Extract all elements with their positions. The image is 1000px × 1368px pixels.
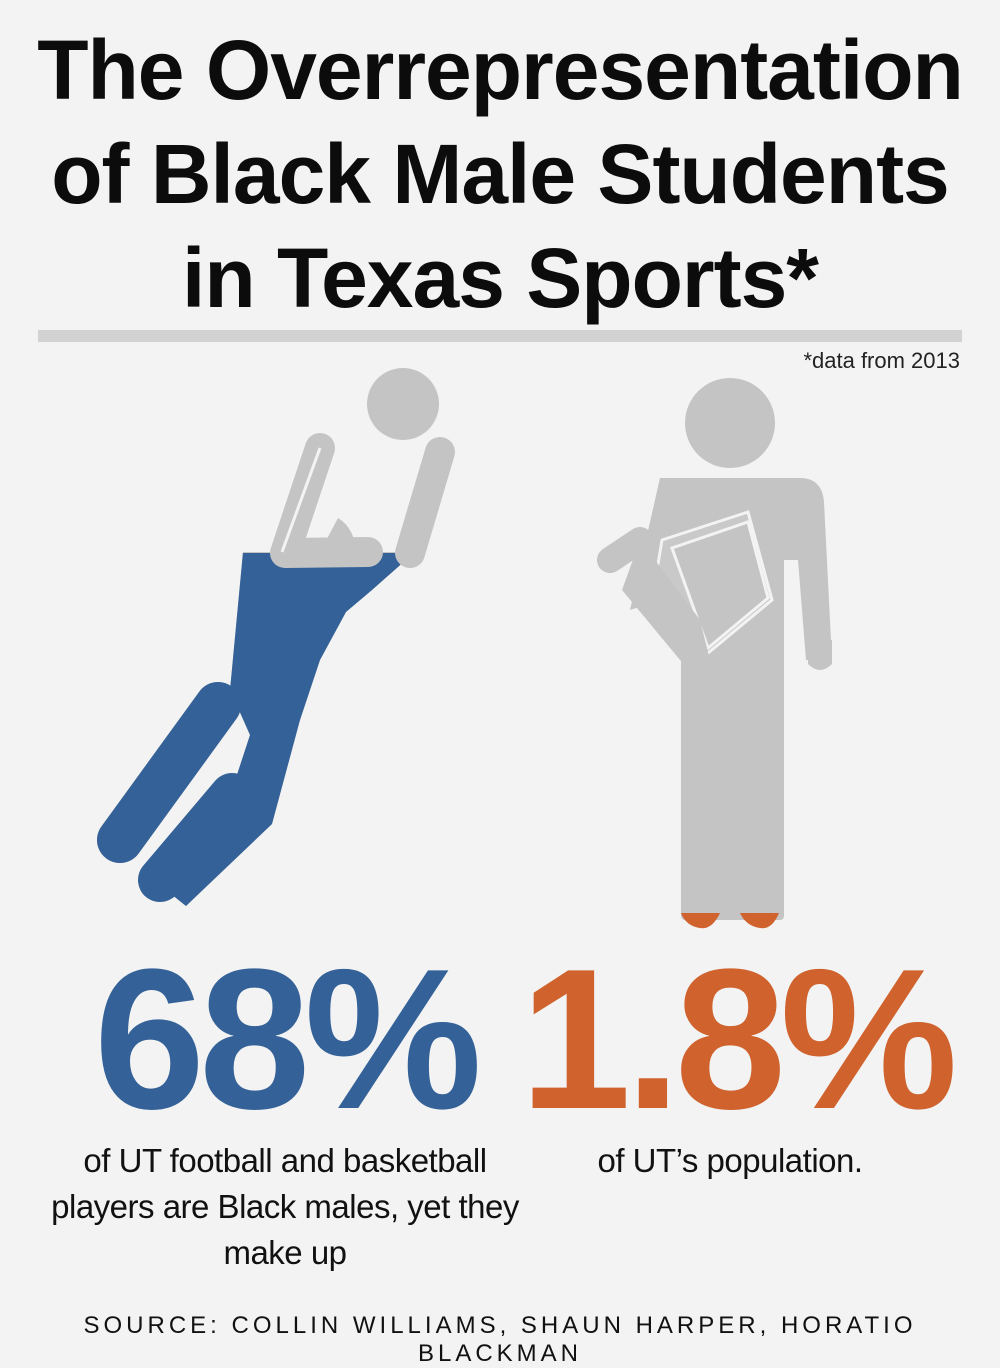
figures bbox=[97, 368, 832, 929]
athletes-stat: 68% bbox=[93, 928, 482, 1151]
title-line-1: The Overrepresentation bbox=[37, 23, 964, 117]
population-description: of UT’s population. bbox=[597, 1142, 863, 1179]
population-stat: 1.8% bbox=[520, 928, 958, 1151]
athletes-description: of UT football and basketball players ar… bbox=[51, 1142, 519, 1271]
source-credit: SOURCE: COLLIN WILLIAMS, SHAUN HARPER, H… bbox=[83, 1312, 917, 1367]
title-line-2: of Black Male Students bbox=[51, 127, 950, 221]
page-title: The Overrepresentation of Black Male Stu… bbox=[0, 18, 1000, 330]
data-year-note: *data from 2013 bbox=[803, 348, 960, 373]
student-with-book-icon bbox=[597, 378, 832, 929]
basketball-player-icon bbox=[97, 368, 455, 906]
title-divider bbox=[38, 330, 962, 342]
title-line-3: in Texas Sports* bbox=[182, 231, 819, 325]
